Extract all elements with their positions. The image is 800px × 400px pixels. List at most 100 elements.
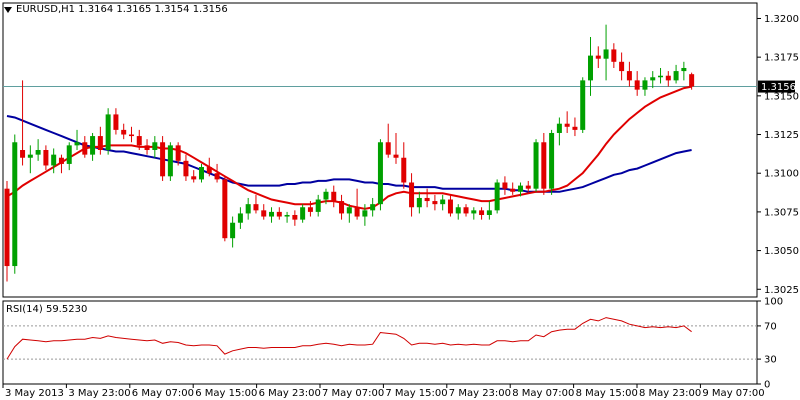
bearish-candle-body	[401, 157, 407, 183]
main-chart-grid	[2, 2, 758, 298]
time-tick-label: 7 May 23:00	[449, 388, 511, 399]
bullish-candle-body	[556, 123, 562, 133]
bullish-candle-body	[152, 142, 158, 150]
time-tick-label: 8 May 23:00	[639, 388, 701, 399]
bullish-candle-body	[12, 142, 18, 267]
bearish-candle-body	[689, 74, 695, 87]
time-tick-label: 6 May 23:00	[259, 388, 321, 399]
bearish-candle-body	[510, 188, 516, 192]
rsi-header: RSI(14) 59.5230	[6, 304, 88, 315]
bullish-candle-body	[603, 49, 609, 59]
bearish-candle-body	[564, 123, 570, 127]
bullish-candle-body	[673, 71, 679, 81]
time-tick-label: 8 May 07:00	[512, 388, 574, 399]
rsi-tick-label: 0	[764, 380, 770, 391]
bullish-candle-body	[105, 114, 111, 150]
bullish-candle-body	[588, 55, 593, 81]
bearish-candle-body	[634, 80, 640, 90]
bullish-candle-body	[416, 197, 422, 208]
bullish-candle-body	[642, 80, 648, 90]
bullish-candle-body	[517, 185, 523, 192]
bullish-candle-body	[362, 210, 368, 217]
time-tick-label: 3 May 2013	[5, 388, 64, 399]
bearish-candle-body	[276, 211, 282, 217]
dropdown-triangle-icon[interactable]	[4, 6, 12, 13]
rsi-panel-frame	[2, 300, 758, 385]
symbol-header: EURUSD,H1 1.3164 1.3165 1.3154 1.3156	[4, 4, 228, 15]
bullish-candle-body	[533, 142, 539, 189]
bearish-candle-body	[447, 199, 453, 214]
bearish-candle-body	[502, 182, 508, 189]
bullish-candle-body	[90, 136, 96, 155]
time-tick-label: 6 May 15:00	[195, 388, 257, 399]
bearish-candle-body	[409, 182, 415, 208]
bearish-candle-body	[611, 49, 617, 62]
bearish-candle-body	[58, 157, 64, 164]
price-tick-label: 1.3175	[764, 53, 799, 64]
bearish-candle-body	[665, 75, 671, 81]
bearish-candle-body	[183, 160, 189, 177]
bullish-candle-body	[549, 132, 555, 189]
main-panel-frame	[2, 2, 758, 298]
bearish-candle-body	[113, 114, 119, 130]
rsi-tick-label: 30	[764, 355, 777, 366]
bearish-candle-body	[331, 191, 337, 202]
bearish-candle-body	[136, 136, 142, 146]
bearish-candle-body	[253, 204, 259, 211]
bullish-candle-body	[230, 222, 236, 239]
bearish-candle-body	[432, 201, 438, 205]
bearish-candle-body	[385, 142, 391, 155]
current-price-tag-label: 1.3156	[761, 82, 796, 93]
bullish-candle-body	[27, 154, 33, 158]
bullish-candle-body	[377, 142, 383, 205]
price-tick-label: 1.3125	[764, 130, 799, 141]
price-tick-label: 1.3050	[764, 246, 799, 257]
axis-labels: 1.30251.30501.30751.31001.31251.31501.31…	[2, 14, 799, 399]
bearish-candle-body	[222, 179, 228, 239]
bearish-candle-body	[160, 142, 166, 177]
bearish-candle-body	[175, 145, 181, 161]
bearish-candle-body	[339, 201, 345, 214]
bearish-candle-body	[4, 188, 10, 267]
time-tick-label: 7 May 15:00	[385, 388, 447, 399]
rsi-line	[6, 317, 692, 360]
bullish-candle-body	[486, 210, 492, 215]
bearish-candle-body	[479, 210, 485, 215]
bearish-candle-body	[144, 145, 150, 150]
bullish-candle-body	[74, 142, 80, 146]
bearish-candle-body	[463, 207, 469, 214]
bearish-candle-body	[619, 61, 625, 72]
slow-moving-average-line	[6, 115, 692, 193]
bullish-candle-body	[455, 207, 461, 214]
bearish-candle-body	[424, 197, 430, 202]
bullish-candle-body	[370, 204, 376, 211]
bearish-candle-body	[525, 185, 531, 189]
current-price-tag-bg	[758, 80, 795, 93]
candlestick-series	[4, 24, 695, 282]
bearish-candle-body	[214, 173, 220, 180]
bullish-candle-body	[440, 199, 446, 205]
bullish-candle-body	[323, 191, 329, 200]
bullish-candle-body	[199, 167, 204, 180]
bullish-candle-body	[167, 145, 173, 177]
price-tick-label: 1.3200	[764, 14, 799, 25]
bullish-candle-body	[471, 210, 477, 214]
bullish-candle-body	[658, 75, 664, 78]
bullish-candle-body	[580, 80, 586, 130]
bearish-candle-body	[354, 207, 360, 217]
rsi-tick-label: 100	[764, 297, 783, 308]
bullish-candle-body	[51, 154, 57, 166]
price-tick-label: 1.3075	[764, 207, 799, 218]
bullish-candle-body	[284, 214, 290, 217]
bullish-candle-body	[346, 207, 352, 214]
time-tick-label: 7 May 07:00	[322, 388, 384, 399]
bearish-candle-body	[393, 154, 399, 158]
bullish-candle-body	[681, 67, 687, 72]
bearish-candle-body	[82, 142, 88, 155]
bearish-candle-body	[572, 126, 578, 130]
bearish-candle-body	[97, 136, 103, 150]
bullish-candle-body	[237, 213, 243, 223]
bearish-candle-body	[121, 129, 127, 135]
bullish-candle-body	[300, 207, 306, 220]
